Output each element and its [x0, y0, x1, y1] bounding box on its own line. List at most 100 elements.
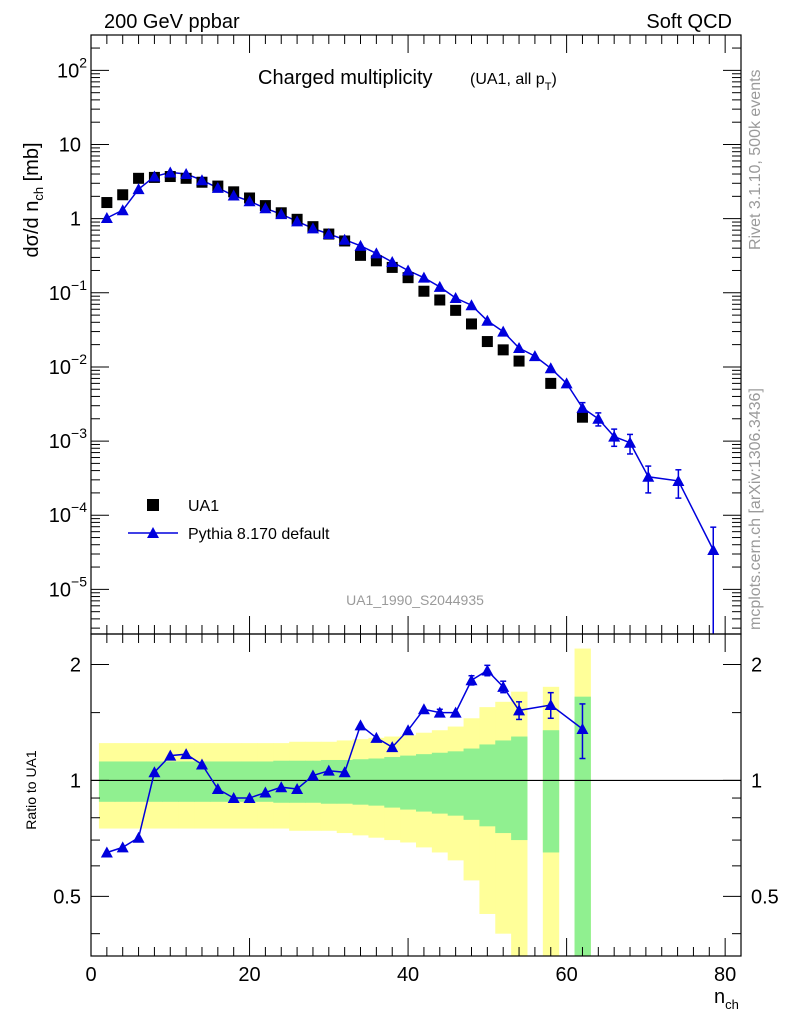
- pythia-data-point: [243, 195, 256, 207]
- ratio-data-point: [354, 719, 367, 731]
- ratio-data-point: [322, 764, 335, 776]
- pythia-data-point: [608, 430, 621, 442]
- main-y-axis-label: dσ/d nch [mb]: [21, 142, 46, 257]
- ratio-data-point: [211, 782, 224, 794]
- ua1-data-point: [418, 285, 430, 297]
- tick-base: 10: [49, 357, 71, 379]
- inner-uncertainty-band: [368, 758, 385, 806]
- pythia-data-point: [338, 233, 351, 245]
- ua1-data-point: [402, 272, 414, 284]
- ratio-uncertainty-bands: [98, 648, 591, 956]
- pythia-data-point: [306, 222, 319, 234]
- pythia-data-point: [227, 189, 240, 201]
- x-label-main: n: [714, 986, 725, 1008]
- side-rivet-label: Rivet 3.1.10, 500k events: [747, 69, 764, 250]
- ratio-data-point: [275, 781, 288, 793]
- ua1-data-point: [576, 411, 588, 423]
- ratio-data-point: [306, 769, 319, 781]
- ratio-data-point: [195, 758, 208, 770]
- main-axis-ticks: [90, 34, 741, 634]
- main-y-tick-label: 10−5: [49, 573, 87, 601]
- pythia-data-point: [592, 412, 605, 424]
- inner-uncertainty-band: [178, 761, 195, 802]
- pythia-data-point: [402, 264, 415, 276]
- legend-pythia-marker: [147, 527, 159, 538]
- main-y-tick-label: 10: [59, 135, 81, 157]
- ratio-data-point: [544, 698, 557, 710]
- ratio-data-point: [338, 766, 351, 778]
- side-mcplots-label: mcplots.cern.ch [arXiv:1306.3436]: [747, 388, 764, 630]
- title-suffix-end: ): [551, 71, 556, 88]
- ratio-data-point: [180, 748, 193, 760]
- inner-uncertainty-band: [416, 754, 433, 812]
- pythia-data-point: [465, 299, 478, 311]
- header-process-label: Soft QCD: [646, 11, 732, 33]
- main-y-tick-label: 102: [57, 54, 87, 82]
- y-label-sub: ch: [31, 187, 46, 201]
- x-label-sub: ch: [725, 997, 739, 1012]
- tick-exponent: −1: [71, 277, 87, 293]
- pythia-data-point: [544, 362, 557, 374]
- main-y-tick-label: 10−1: [49, 277, 87, 305]
- ratio-y-tick-label-right: 2: [751, 654, 762, 676]
- tick-base: 10: [57, 60, 79, 82]
- pythia-data-point: [449, 292, 462, 304]
- pythia-data-point: [164, 166, 177, 178]
- main-y-tick-label: 10−2: [49, 351, 87, 379]
- pythia-data-point: [576, 401, 589, 413]
- tick-exponent: −3: [71, 425, 87, 441]
- title-suffix-sub: T: [545, 81, 552, 93]
- ratio-data-point: [402, 724, 415, 736]
- inner-uncertainty-band: [336, 759, 354, 804]
- inner-uncertainty-band: [241, 761, 258, 802]
- pythia-data-point: [132, 183, 145, 195]
- ua1-data-point: [434, 294, 446, 306]
- main-y-tick-label: 10−4: [49, 499, 87, 527]
- pythia-data-point: [497, 325, 510, 337]
- inner-uncertainty-band: [495, 740, 512, 834]
- pythia-data-point: [275, 208, 288, 220]
- ratio-data-point: [449, 706, 462, 718]
- ratio-data-point: [132, 831, 145, 843]
- ratio-y-axis-label: Ratio to UA1: [23, 750, 39, 830]
- ratio-data-point: [116, 841, 129, 853]
- pythia-data-point: [116, 204, 129, 216]
- main-chart-title-text: Charged multiplicity: [258, 67, 433, 89]
- inner-uncertainty-band: [146, 761, 163, 802]
- tick-base: 10: [49, 505, 71, 527]
- ratio-data-point: [164, 749, 177, 761]
- ua1-data-point: [481, 336, 493, 348]
- ratio-data-point: [148, 766, 161, 778]
- ua1-data-point: [117, 189, 129, 201]
- x-tick-label: 20: [238, 964, 260, 986]
- header-energy-label: 200 GeV ppbar: [104, 11, 240, 33]
- ratio-plot-frame: [90, 633, 742, 957]
- ratio-data-point: [100, 846, 113, 858]
- inner-uncertainty-band: [463, 748, 480, 820]
- pythia-data-point: [370, 247, 383, 259]
- ua1-data-point: [465, 318, 477, 330]
- main-y-tick-label: 1: [70, 209, 81, 231]
- ua1-data-point: [101, 197, 113, 209]
- tick-base: 10: [49, 579, 71, 601]
- tick-exponent: −2: [71, 351, 87, 367]
- tick-base: 10: [49, 431, 71, 453]
- title-suffix-text: (UA1, all p: [470, 71, 545, 88]
- inner-uncertainty-band: [98, 761, 116, 802]
- pythia-line: [106, 171, 714, 551]
- ratio-data-point: [243, 792, 256, 804]
- pythia-data-point: [624, 436, 637, 448]
- inner-uncertainty-band: [542, 730, 560, 853]
- inner-uncertainty-band: [289, 760, 306, 803]
- ratio-axis-ticks: [90, 634, 741, 956]
- pythia-data-point: [672, 474, 685, 486]
- ratio-data-point: [386, 741, 399, 753]
- main-panel: Charged multiplicity (UA1, all pT) dσ/d …: [21, 34, 742, 635]
- pythia-data-point: [354, 239, 367, 251]
- ratio-data-point: [433, 706, 446, 718]
- inner-uncertainty-band: [352, 759, 369, 805]
- ua1-data-point: [513, 355, 525, 367]
- pythia-data-point: [386, 256, 399, 268]
- ratio-y-tick-label-left: 2: [70, 654, 81, 676]
- main-chart-title: Charged multiplicity: [258, 67, 433, 89]
